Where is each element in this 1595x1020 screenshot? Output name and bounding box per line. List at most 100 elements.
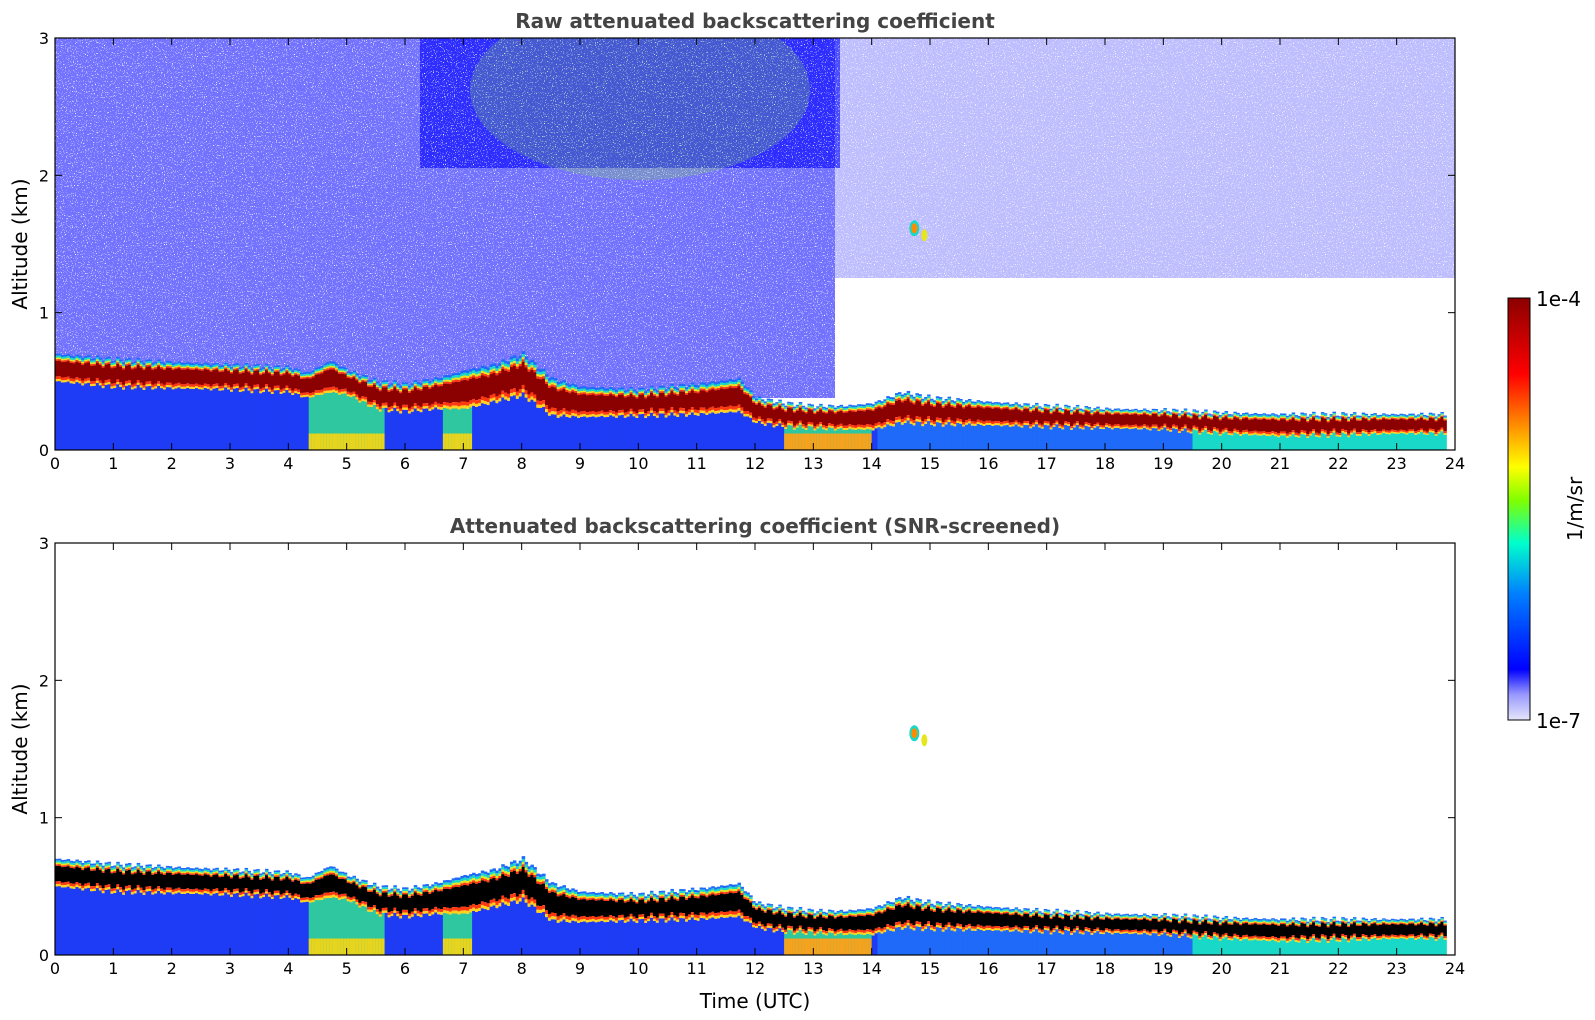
layer-band (57, 378, 62, 382)
layer-band (1067, 424, 1071, 426)
layer-band (667, 392, 672, 395)
layer-band (1402, 416, 1407, 419)
surface-column (370, 406, 374, 450)
surface-column (119, 892, 123, 955)
aerosol-plume (833, 433, 838, 450)
layer-band (75, 882, 79, 885)
layer-band (1434, 421, 1439, 433)
layer-band (667, 413, 672, 416)
layer-band (437, 380, 441, 383)
layer-band (232, 891, 237, 894)
layer-band (1341, 417, 1345, 429)
layer-band (343, 879, 348, 894)
layer-band (273, 388, 278, 391)
layer-band (375, 406, 380, 410)
layer-band (927, 418, 931, 422)
layer-band (375, 404, 380, 407)
layer-band (60, 380, 65, 383)
layer-band (107, 863, 112, 866)
surface-column (956, 422, 960, 450)
layer-band (542, 368, 546, 372)
layer-band (390, 385, 394, 388)
layer-band (440, 377, 444, 381)
layer-band (262, 390, 266, 393)
layer-band (501, 394, 505, 398)
layer-band (1049, 411, 1054, 413)
layer-band (329, 870, 333, 873)
layer-band (1303, 417, 1307, 419)
layer-band (451, 380, 456, 383)
layer-band (1002, 423, 1007, 426)
layer-band (533, 362, 537, 365)
layer-band (75, 861, 79, 864)
layer-band (370, 891, 374, 908)
surface-column (533, 401, 537, 450)
layer-band (142, 385, 147, 388)
layer-band (151, 384, 155, 388)
layer-band (1195, 426, 1199, 429)
layer-band (921, 421, 925, 424)
layer-band (1029, 424, 1033, 427)
layer-band (294, 879, 298, 894)
layer-band (571, 409, 575, 414)
layer-band (685, 414, 689, 417)
layer-band (1329, 433, 1334, 435)
surface-column (1440, 431, 1444, 450)
layer-band (346, 899, 351, 902)
layer-band (323, 872, 327, 875)
layer-band (221, 876, 225, 891)
layer-band (515, 366, 520, 369)
layer-band (953, 406, 957, 408)
layer-band (734, 409, 739, 413)
layer-band (69, 864, 74, 867)
surface-column (165, 387, 170, 450)
layer-band (714, 411, 718, 414)
layer-band (1017, 424, 1022, 427)
layer-band (539, 369, 543, 372)
layer-band (90, 360, 94, 363)
layer-band (997, 405, 1001, 407)
surface-column (565, 416, 569, 450)
layer-band (1052, 410, 1057, 412)
layer-band (641, 411, 645, 414)
layer-band (183, 362, 187, 365)
layer-band (139, 382, 144, 386)
surface-column (300, 397, 304, 450)
layer-band (655, 415, 660, 418)
layer-band (1227, 419, 1232, 432)
layer-band (472, 373, 476, 376)
aerosol-plume (854, 433, 858, 450)
layer-band (113, 890, 117, 893)
layer-band (230, 875, 234, 878)
layer-band (419, 390, 424, 407)
surface-column (667, 415, 672, 450)
surface-column (270, 393, 275, 450)
layer-band (63, 360, 68, 362)
layer-band (122, 889, 126, 893)
layer-band (1332, 417, 1337, 429)
layer-band (1189, 431, 1194, 434)
layer-band (1000, 408, 1004, 410)
surface-column (305, 396, 310, 450)
layer-band (259, 373, 263, 375)
layer-band (755, 421, 759, 424)
layer-band (825, 410, 829, 413)
layer-band (536, 378, 540, 401)
layer-band (1259, 431, 1264, 434)
layer-band (434, 404, 438, 408)
layer-band (1040, 424, 1045, 427)
layer-band (623, 412, 628, 416)
layer-band (119, 363, 123, 366)
layer-band (892, 399, 896, 402)
layer-band (1280, 416, 1284, 418)
layer-band (1072, 408, 1077, 411)
layer-band (935, 417, 940, 421)
layer-band (638, 391, 642, 394)
layer-band (1431, 413, 1436, 415)
layer-band (1306, 422, 1310, 435)
layer-band (737, 404, 742, 409)
layer-band (180, 869, 184, 872)
layer-band (297, 372, 301, 375)
layer-band (1338, 420, 1342, 422)
layer-band (434, 384, 438, 402)
